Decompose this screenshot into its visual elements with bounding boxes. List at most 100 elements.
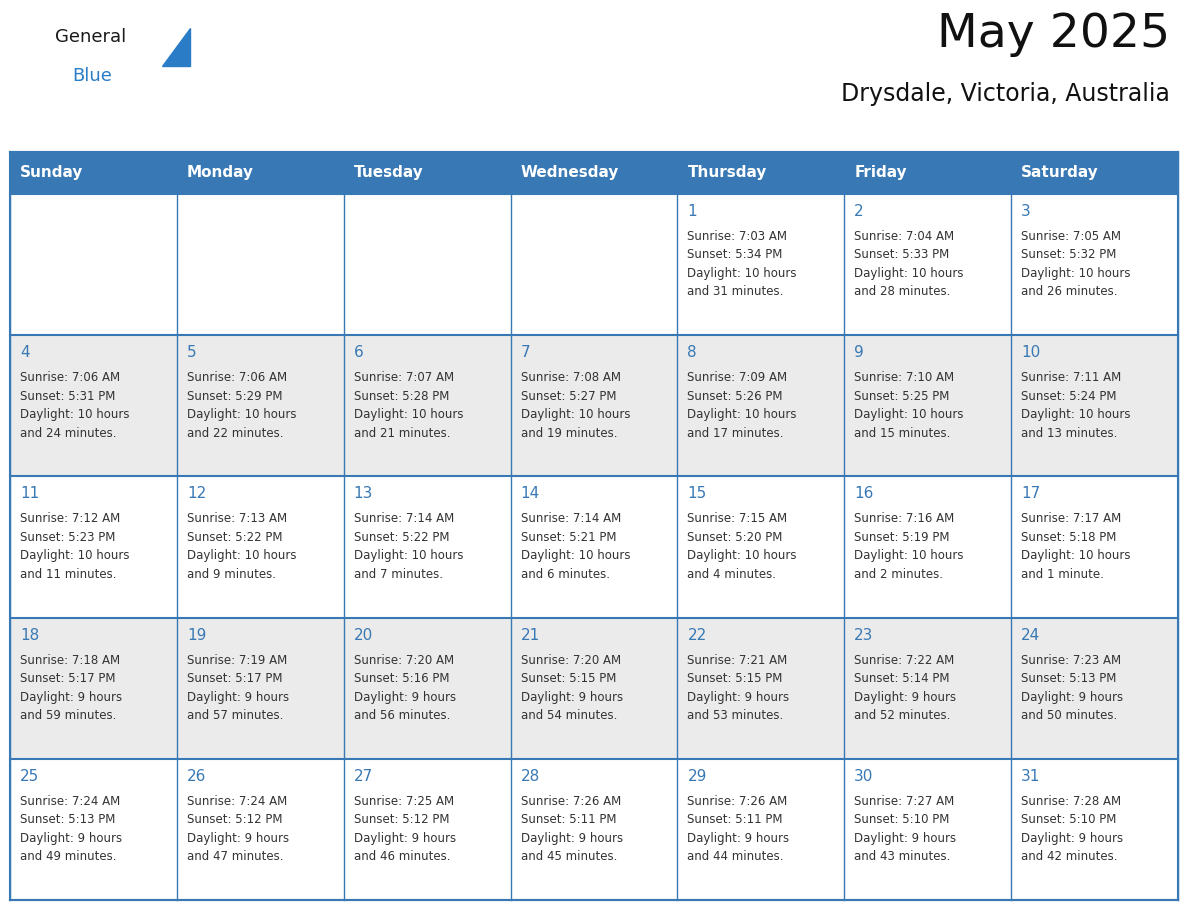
Text: 1: 1 bbox=[688, 204, 697, 219]
Text: May 2025: May 2025 bbox=[937, 12, 1170, 57]
Text: Sunset: 5:24 PM: Sunset: 5:24 PM bbox=[1022, 390, 1117, 403]
Text: Daylight: 9 hours: Daylight: 9 hours bbox=[20, 832, 122, 845]
Text: 17: 17 bbox=[1022, 487, 1041, 501]
Text: and 59 minutes.: and 59 minutes. bbox=[20, 709, 116, 722]
Bar bbox=[10, 335, 177, 476]
Bar bbox=[343, 194, 511, 335]
Text: Wednesday: Wednesday bbox=[520, 165, 619, 181]
Text: Sunset: 5:16 PM: Sunset: 5:16 PM bbox=[354, 672, 449, 685]
Text: Daylight: 10 hours: Daylight: 10 hours bbox=[354, 549, 463, 563]
Text: and 53 minutes.: and 53 minutes. bbox=[688, 709, 784, 722]
Text: Sunday: Sunday bbox=[20, 165, 83, 181]
Text: and 47 minutes.: and 47 minutes. bbox=[187, 850, 284, 863]
Text: Daylight: 10 hours: Daylight: 10 hours bbox=[520, 409, 630, 421]
Text: Sunrise: 7:26 AM: Sunrise: 7:26 AM bbox=[520, 795, 621, 808]
Text: Sunset: 5:23 PM: Sunset: 5:23 PM bbox=[20, 531, 115, 543]
Bar bbox=[845, 152, 1011, 194]
Text: Sunset: 5:22 PM: Sunset: 5:22 PM bbox=[187, 531, 283, 543]
Text: 19: 19 bbox=[187, 628, 207, 643]
Text: and 2 minutes.: and 2 minutes. bbox=[854, 568, 943, 581]
Text: Sunrise: 7:10 AM: Sunrise: 7:10 AM bbox=[854, 371, 954, 385]
Bar bbox=[511, 476, 677, 618]
Text: Daylight: 9 hours: Daylight: 9 hours bbox=[187, 690, 289, 703]
Text: 5: 5 bbox=[187, 345, 196, 360]
Text: and 31 minutes.: and 31 minutes. bbox=[688, 285, 784, 298]
Bar bbox=[177, 618, 343, 759]
Text: Daylight: 10 hours: Daylight: 10 hours bbox=[854, 267, 963, 280]
Text: Daylight: 9 hours: Daylight: 9 hours bbox=[187, 832, 289, 845]
Text: Sunrise: 7:21 AM: Sunrise: 7:21 AM bbox=[688, 654, 788, 666]
Bar bbox=[343, 759, 511, 900]
Text: and 50 minutes.: and 50 minutes. bbox=[1022, 709, 1118, 722]
Text: Daylight: 10 hours: Daylight: 10 hours bbox=[1022, 267, 1131, 280]
Text: Sunrise: 7:07 AM: Sunrise: 7:07 AM bbox=[354, 371, 454, 385]
Text: 8: 8 bbox=[688, 345, 697, 360]
Text: Sunset: 5:15 PM: Sunset: 5:15 PM bbox=[688, 672, 783, 685]
Text: 21: 21 bbox=[520, 628, 539, 643]
Bar bbox=[511, 335, 677, 476]
Text: 28: 28 bbox=[520, 768, 539, 784]
Text: Sunrise: 7:25 AM: Sunrise: 7:25 AM bbox=[354, 795, 454, 808]
Text: Sunset: 5:25 PM: Sunset: 5:25 PM bbox=[854, 390, 949, 403]
Text: and 19 minutes.: and 19 minutes. bbox=[520, 427, 617, 440]
Text: Sunset: 5:29 PM: Sunset: 5:29 PM bbox=[187, 390, 283, 403]
Bar bbox=[845, 759, 1011, 900]
Text: 12: 12 bbox=[187, 487, 206, 501]
Text: Daylight: 9 hours: Daylight: 9 hours bbox=[354, 690, 456, 703]
Text: and 52 minutes.: and 52 minutes. bbox=[854, 709, 950, 722]
Text: Sunrise: 7:20 AM: Sunrise: 7:20 AM bbox=[520, 654, 620, 666]
Bar bbox=[1011, 759, 1178, 900]
Text: Daylight: 10 hours: Daylight: 10 hours bbox=[854, 409, 963, 421]
Text: Sunset: 5:13 PM: Sunset: 5:13 PM bbox=[20, 813, 115, 826]
Text: Daylight: 10 hours: Daylight: 10 hours bbox=[354, 409, 463, 421]
Text: Sunrise: 7:26 AM: Sunrise: 7:26 AM bbox=[688, 795, 788, 808]
Text: Sunset: 5:17 PM: Sunset: 5:17 PM bbox=[20, 672, 115, 685]
Text: 30: 30 bbox=[854, 768, 873, 784]
Bar bbox=[10, 194, 177, 335]
Text: Daylight: 10 hours: Daylight: 10 hours bbox=[20, 549, 129, 563]
Bar bbox=[177, 476, 343, 618]
Text: Sunset: 5:21 PM: Sunset: 5:21 PM bbox=[520, 531, 617, 543]
Text: Sunrise: 7:09 AM: Sunrise: 7:09 AM bbox=[688, 371, 788, 385]
Text: and 43 minutes.: and 43 minutes. bbox=[854, 850, 950, 863]
Text: Daylight: 10 hours: Daylight: 10 hours bbox=[854, 549, 963, 563]
Text: Sunset: 5:31 PM: Sunset: 5:31 PM bbox=[20, 390, 115, 403]
Text: and 15 minutes.: and 15 minutes. bbox=[854, 427, 950, 440]
Text: Daylight: 9 hours: Daylight: 9 hours bbox=[520, 690, 623, 703]
Text: 18: 18 bbox=[20, 628, 39, 643]
Text: 25: 25 bbox=[20, 768, 39, 784]
Text: Sunrise: 7:15 AM: Sunrise: 7:15 AM bbox=[688, 512, 788, 525]
Bar bbox=[677, 759, 845, 900]
Bar bbox=[1011, 335, 1178, 476]
Text: Sunset: 5:28 PM: Sunset: 5:28 PM bbox=[354, 390, 449, 403]
Text: Sunset: 5:15 PM: Sunset: 5:15 PM bbox=[520, 672, 615, 685]
Bar bbox=[177, 335, 343, 476]
Text: 20: 20 bbox=[354, 628, 373, 643]
Text: Sunset: 5:26 PM: Sunset: 5:26 PM bbox=[688, 390, 783, 403]
Text: Sunset: 5:10 PM: Sunset: 5:10 PM bbox=[854, 813, 949, 826]
Bar bbox=[10, 618, 177, 759]
Bar bbox=[677, 476, 845, 618]
Bar bbox=[1011, 194, 1178, 335]
Text: Daylight: 9 hours: Daylight: 9 hours bbox=[688, 832, 790, 845]
Bar bbox=[10, 759, 177, 900]
Bar bbox=[10, 476, 177, 618]
Text: Daylight: 10 hours: Daylight: 10 hours bbox=[688, 267, 797, 280]
Text: Daylight: 9 hours: Daylight: 9 hours bbox=[1022, 832, 1124, 845]
Text: 27: 27 bbox=[354, 768, 373, 784]
Text: Daylight: 9 hours: Daylight: 9 hours bbox=[854, 690, 956, 703]
Bar bbox=[511, 759, 677, 900]
Text: and 7 minutes.: and 7 minutes. bbox=[354, 568, 443, 581]
Text: Sunrise: 7:23 AM: Sunrise: 7:23 AM bbox=[1022, 654, 1121, 666]
Text: Sunrise: 7:06 AM: Sunrise: 7:06 AM bbox=[187, 371, 287, 385]
Text: and 4 minutes.: and 4 minutes. bbox=[688, 568, 777, 581]
Text: and 21 minutes.: and 21 minutes. bbox=[354, 427, 450, 440]
Text: Friday: Friday bbox=[854, 165, 906, 181]
Bar bbox=[677, 194, 845, 335]
Text: Sunrise: 7:05 AM: Sunrise: 7:05 AM bbox=[1022, 230, 1121, 243]
Text: and 42 minutes.: and 42 minutes. bbox=[1022, 850, 1118, 863]
Text: and 22 minutes.: and 22 minutes. bbox=[187, 427, 284, 440]
Text: Thursday: Thursday bbox=[688, 165, 766, 181]
Text: and 57 minutes.: and 57 minutes. bbox=[187, 709, 283, 722]
Text: Sunrise: 7:19 AM: Sunrise: 7:19 AM bbox=[187, 654, 287, 666]
